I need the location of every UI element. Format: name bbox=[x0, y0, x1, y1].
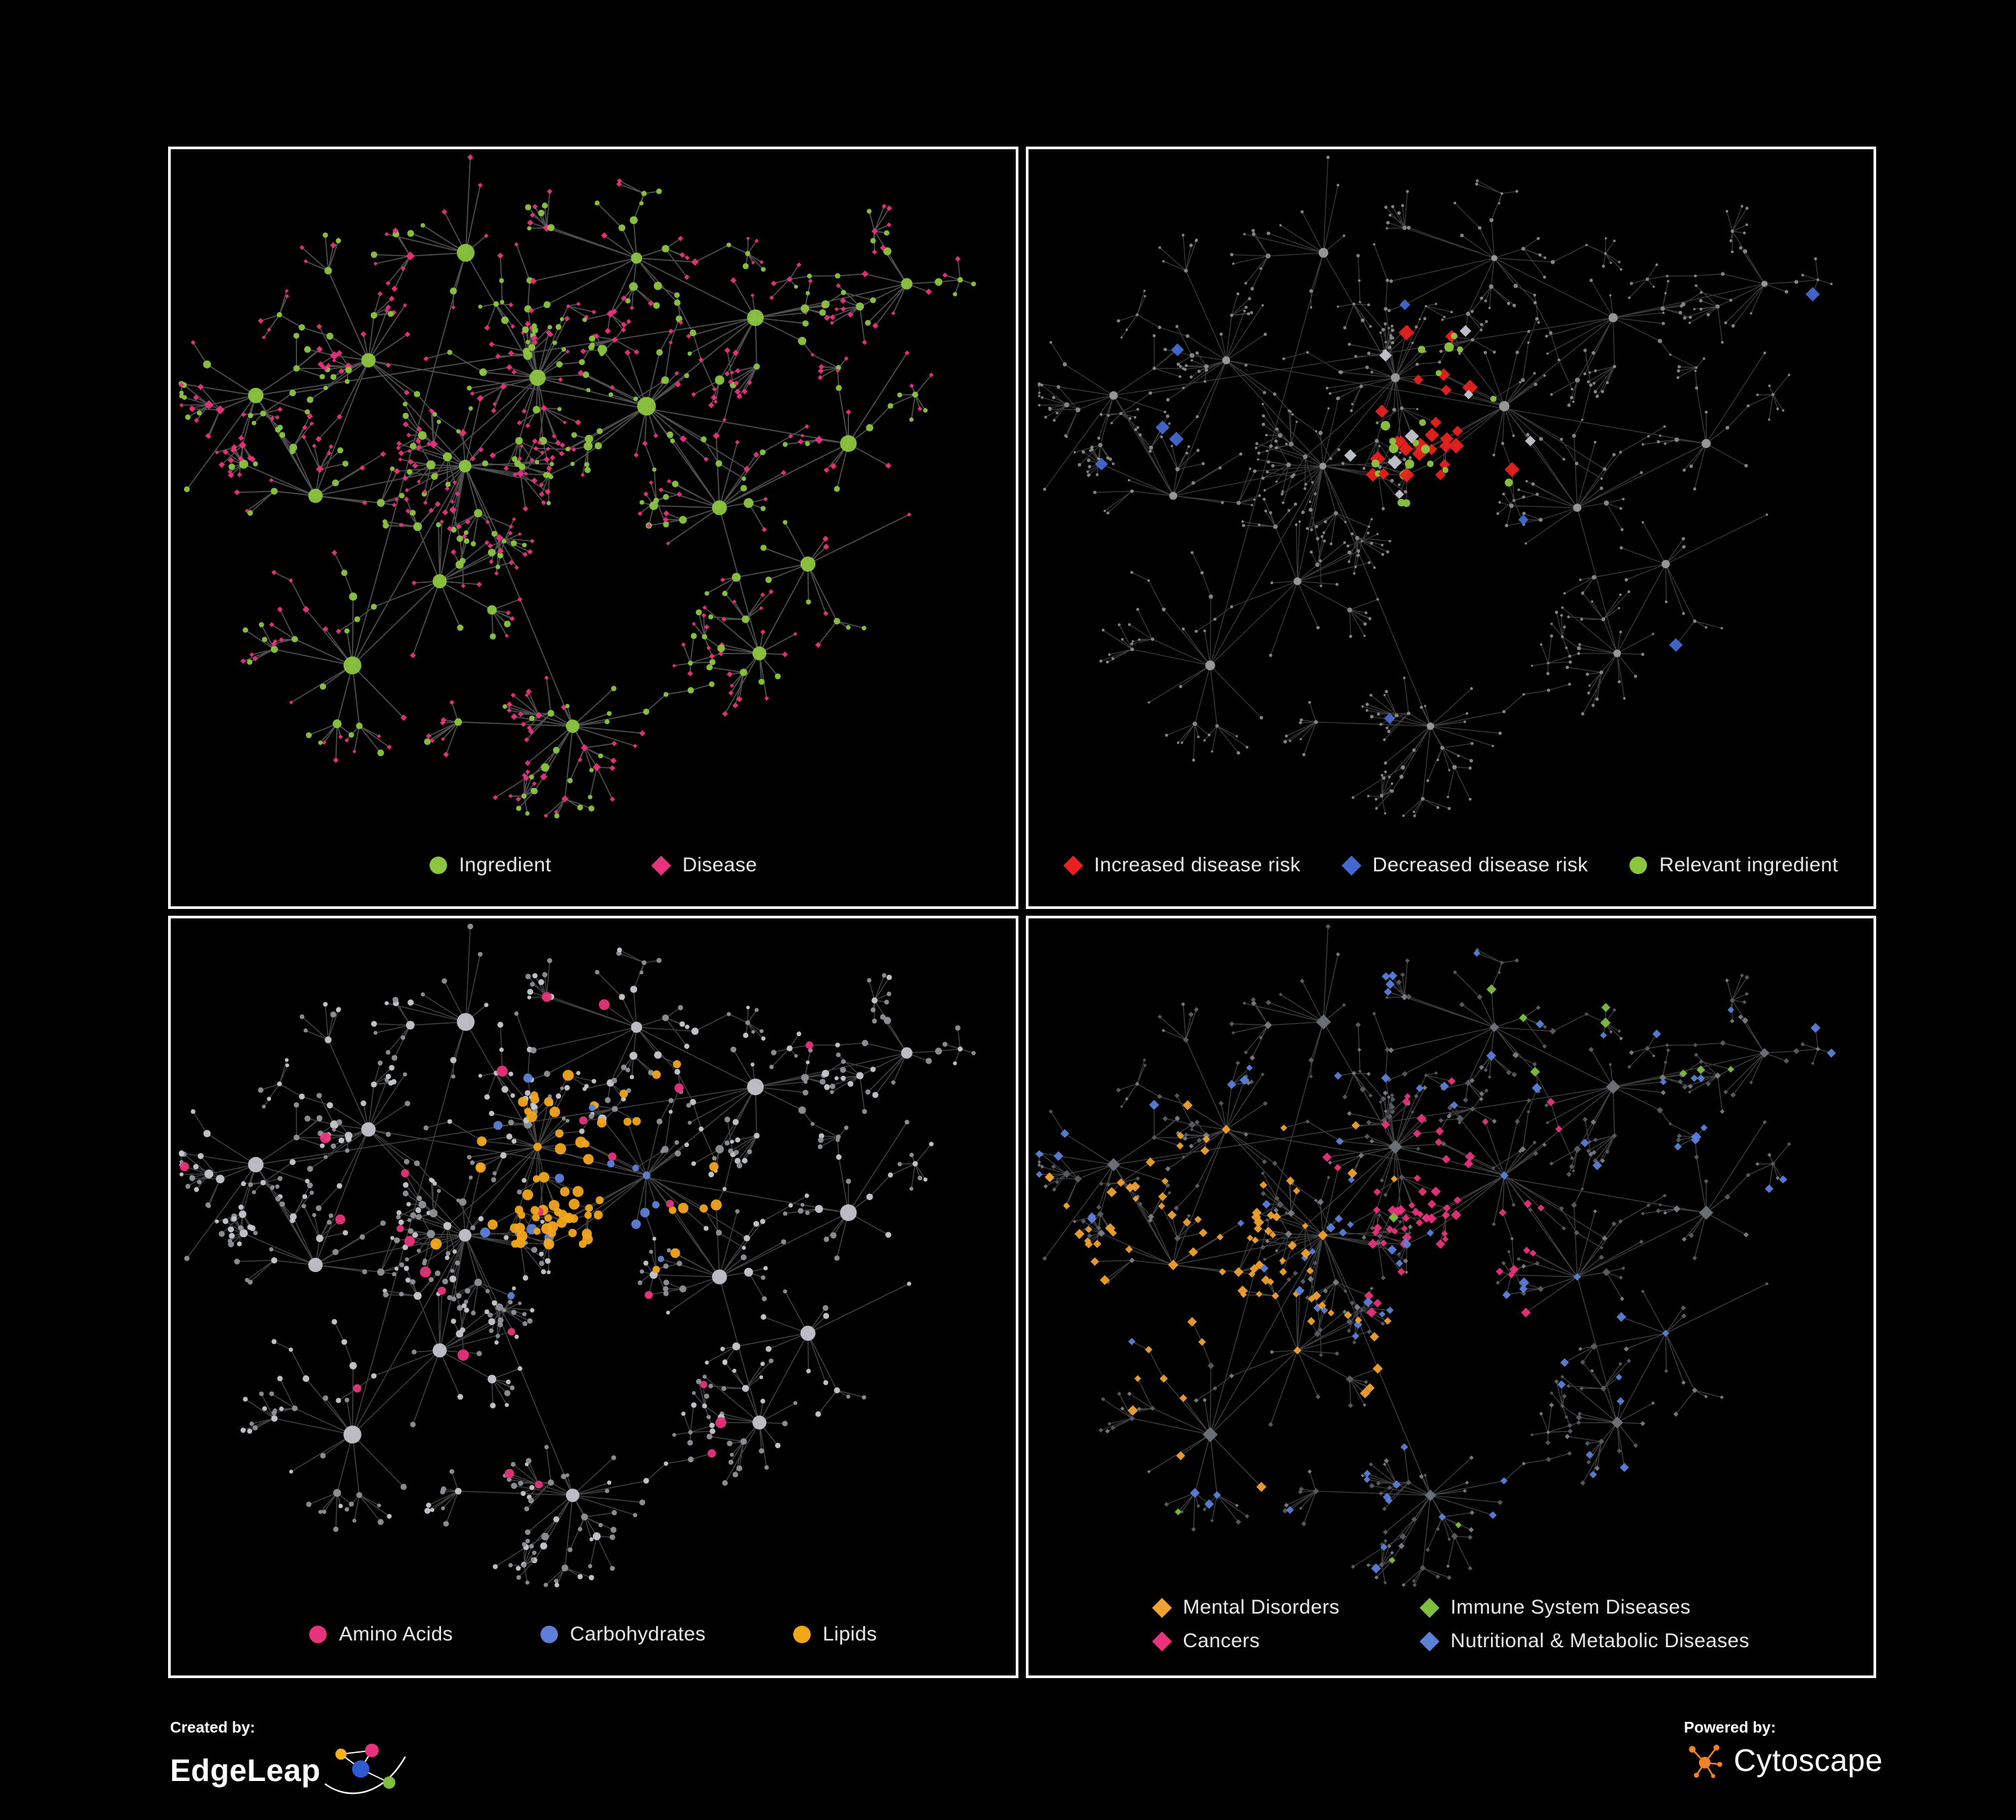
created-by-label: Created by: bbox=[170, 1718, 255, 1736]
legend-label: Increased disease risk bbox=[1094, 854, 1301, 876]
panel-macronutrient-network: Amino Acids Carbohydrates Lipids bbox=[168, 916, 1018, 1678]
legend-item: Immune System Diseases bbox=[1419, 1596, 1750, 1619]
legend-macronutrients: Amino Acids Carbohydrates Lipids bbox=[171, 1623, 1016, 1646]
created-by-block: Created by: EdgeLeap bbox=[170, 1718, 409, 1801]
legend-disease-risk: Increased disease risk Decreased disease … bbox=[1029, 854, 1873, 877]
circle-marker-icon bbox=[793, 1626, 811, 1643]
legend-label: Immune System Diseases bbox=[1450, 1596, 1691, 1618]
edge-layer bbox=[1039, 926, 1832, 1585]
legend-item: Increased disease risk bbox=[1063, 854, 1301, 877]
edge-layer bbox=[181, 157, 974, 816]
legend-disease-categories: Mental Disorders Immune System Diseases Ca… bbox=[1152, 1596, 1750, 1653]
legend-label: Relevant ingredient bbox=[1659, 854, 1839, 876]
legend-item: Ingredient bbox=[429, 854, 552, 877]
legend-label: Decreased disease risk bbox=[1372, 854, 1588, 876]
legend-label: Cancers bbox=[1182, 1630, 1260, 1652]
diamond-marker-icon bbox=[1152, 1631, 1172, 1651]
legend-item: Cancers bbox=[1152, 1630, 1340, 1653]
network-canvas bbox=[179, 923, 976, 1587]
circle-marker-icon bbox=[540, 1626, 558, 1643]
legend-item: Amino Acids bbox=[309, 1623, 452, 1646]
legend-item: Relevant ingredient bbox=[1629, 854, 1838, 877]
panel-ingredient-disease-network: Ingredient Disease bbox=[168, 147, 1018, 909]
legend-label: Amino Acids bbox=[339, 1623, 453, 1645]
legend-item: Carbohydrates bbox=[540, 1623, 706, 1646]
legend-item: Nutritional & Metabolic Diseases bbox=[1419, 1630, 1750, 1653]
legend-label: Disease bbox=[682, 854, 758, 876]
legend-label: Carbohydrates bbox=[569, 1623, 706, 1645]
legend-item: Mental Disorders bbox=[1152, 1596, 1340, 1619]
network-canvas bbox=[1037, 155, 1833, 818]
edgeleap-wordmark: EdgeLeap bbox=[170, 1753, 321, 1788]
legend-item: Lipids bbox=[793, 1623, 877, 1646]
circle-marker-icon bbox=[1629, 857, 1648, 874]
highlight-node-layer bbox=[1095, 286, 1820, 724]
diamond-marker-icon bbox=[1419, 1631, 1440, 1651]
circle-marker-icon bbox=[429, 857, 447, 874]
network-canvas bbox=[1035, 924, 1837, 1587]
panel-disease-category-network: Mental Disorders Immune System Diseases Ca… bbox=[1026, 916, 1876, 1678]
legend-label: Lipids bbox=[822, 1623, 877, 1645]
diamond-marker-icon bbox=[1152, 1597, 1172, 1618]
edge-layer bbox=[181, 926, 974, 1585]
diamond-marker-icon bbox=[1419, 1597, 1440, 1618]
diamond-marker-icon bbox=[651, 855, 672, 875]
edge-layer bbox=[1039, 157, 1832, 816]
powered-by-block: Powered by: Cytoscape bbox=[1684, 1718, 1883, 1781]
highlight-node-layer bbox=[1035, 949, 1837, 1574]
legend-item: Decreased disease risk bbox=[1341, 854, 1588, 877]
network-canvas bbox=[178, 154, 976, 819]
cytoscape-logo-icon bbox=[1689, 1745, 1723, 1778]
node-layer bbox=[1037, 155, 1833, 818]
panel-grid: Ingredient Disease Increased disease risk… bbox=[168, 147, 1876, 1678]
edgeleap-logo-icon bbox=[324, 1743, 406, 1794]
panel-disease-risk-network: Increased disease risk Decreased disease … bbox=[1026, 147, 1876, 909]
powered-by-label: Powered by: bbox=[1684, 1718, 1776, 1736]
legend-ingredient-disease: Ingredient Disease bbox=[171, 854, 1016, 877]
legend-item: Disease bbox=[651, 854, 758, 877]
legend-label: Ingredient bbox=[458, 854, 552, 876]
highlight-node-layer bbox=[179, 992, 813, 1489]
legend-label: Nutritional & Metabolic Diseases bbox=[1450, 1630, 1750, 1652]
node-layer bbox=[179, 923, 976, 1587]
diamond-marker-icon bbox=[1063, 855, 1083, 875]
legend-label: Mental Disorders bbox=[1182, 1596, 1340, 1618]
node-layer bbox=[178, 154, 976, 819]
diamond-marker-icon bbox=[1341, 855, 1362, 875]
cytoscape-wordmark: Cytoscape bbox=[1734, 1743, 1883, 1778]
circle-marker-icon bbox=[309, 1626, 327, 1643]
